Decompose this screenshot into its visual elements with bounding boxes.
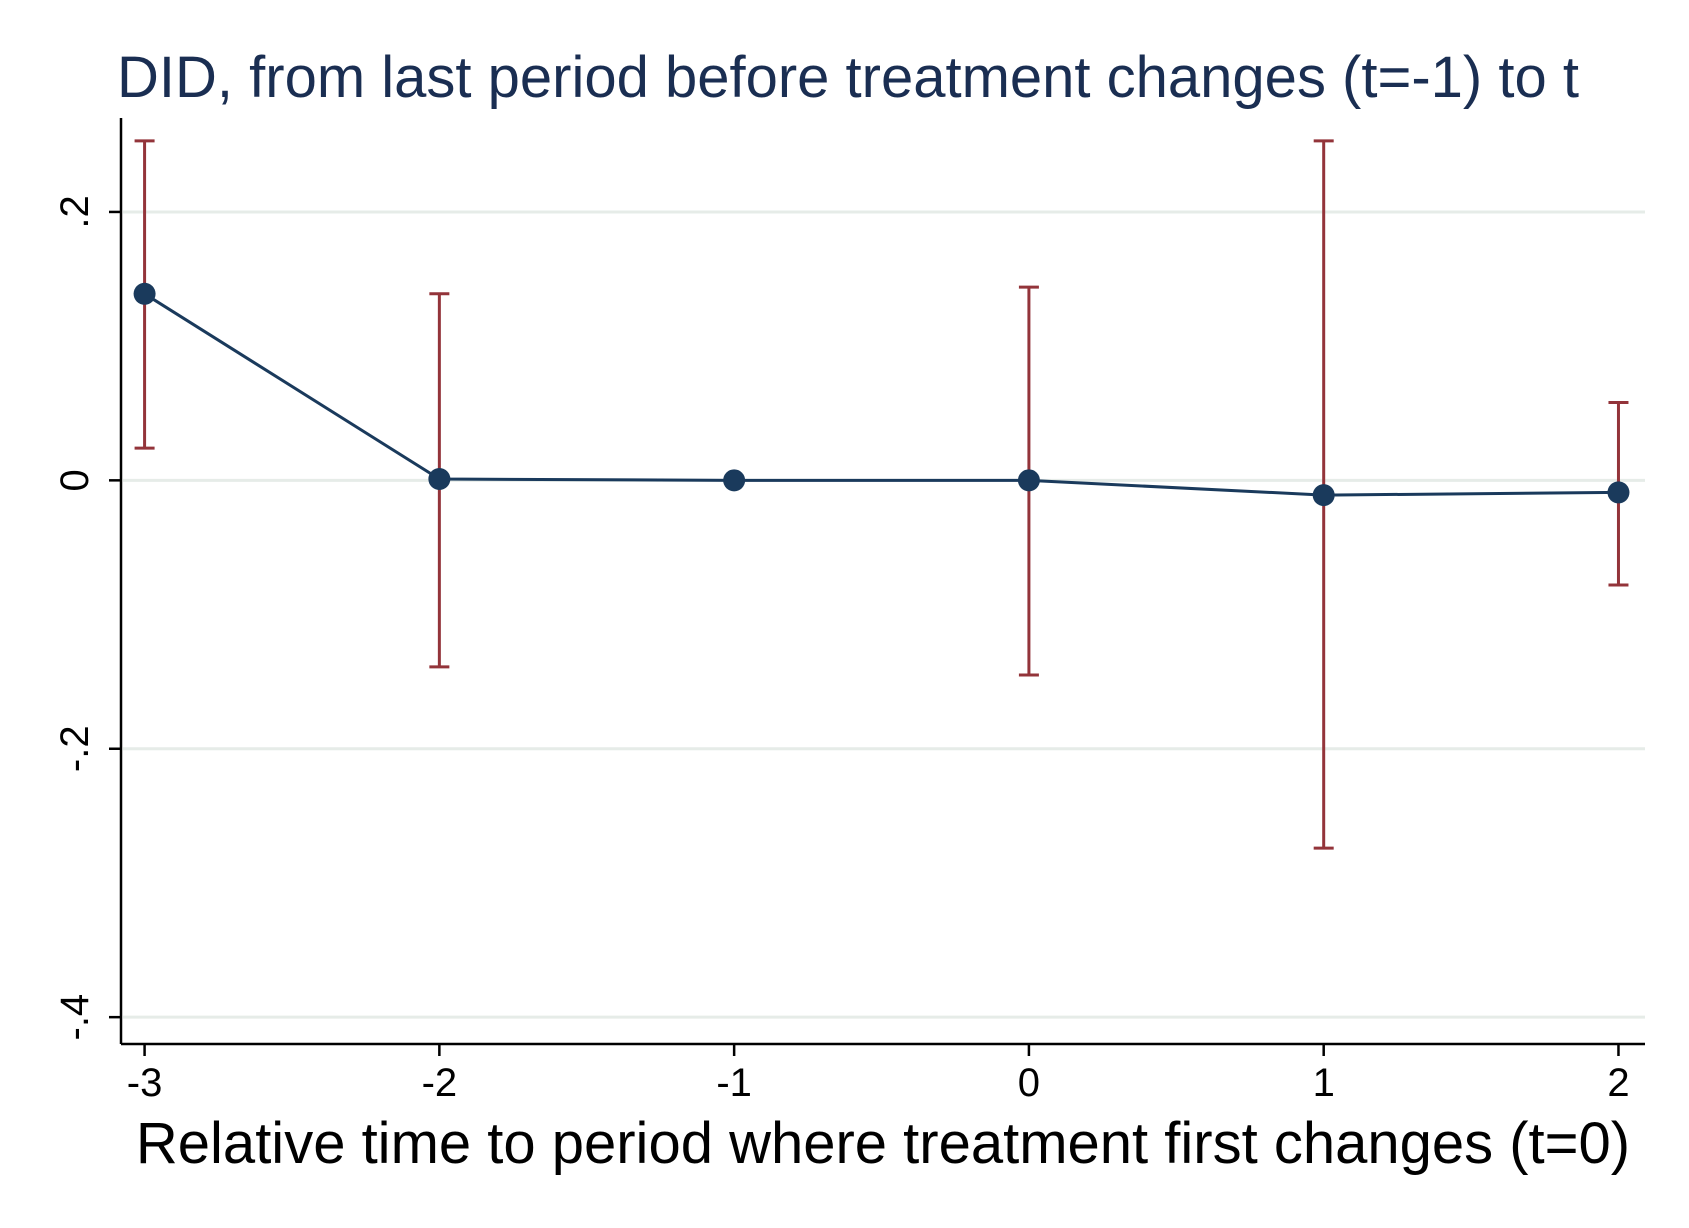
y-tick-label: 0 (53, 469, 97, 491)
x-tick-label: -3 (127, 1061, 163, 1105)
chart-title: DID, from last period before treatment c… (117, 45, 1579, 110)
y-tick-label: -.4 (53, 994, 97, 1041)
grid (123, 210, 1645, 1019)
x-tick-label: -2 (422, 1061, 458, 1105)
series-line-layer (143, 292, 1619, 497)
data-point (723, 469, 746, 492)
tick-labels: -.4 -.2 0 .2 -3 -2 -1 0 1 2 (53, 195, 1630, 1105)
x-tick-label: 0 (1018, 1061, 1040, 1105)
y-tick-label: -.2 (53, 725, 97, 772)
data-point (1607, 481, 1630, 504)
x-tick-label: -1 (716, 1061, 752, 1105)
x-tick-label: 1 (1313, 1061, 1335, 1105)
y-tick-label: .2 (53, 195, 97, 228)
series-line (143, 292, 1619, 497)
data-point (1017, 469, 1040, 492)
x-tick-label: 2 (1607, 1061, 1629, 1105)
data-points (133, 282, 1630, 507)
axes (109, 118, 1645, 1056)
data-point (133, 282, 156, 305)
data-point (428, 468, 451, 491)
x-axis-label: Relative time to period where treatment … (136, 1111, 1630, 1176)
data-point (1312, 484, 1335, 507)
